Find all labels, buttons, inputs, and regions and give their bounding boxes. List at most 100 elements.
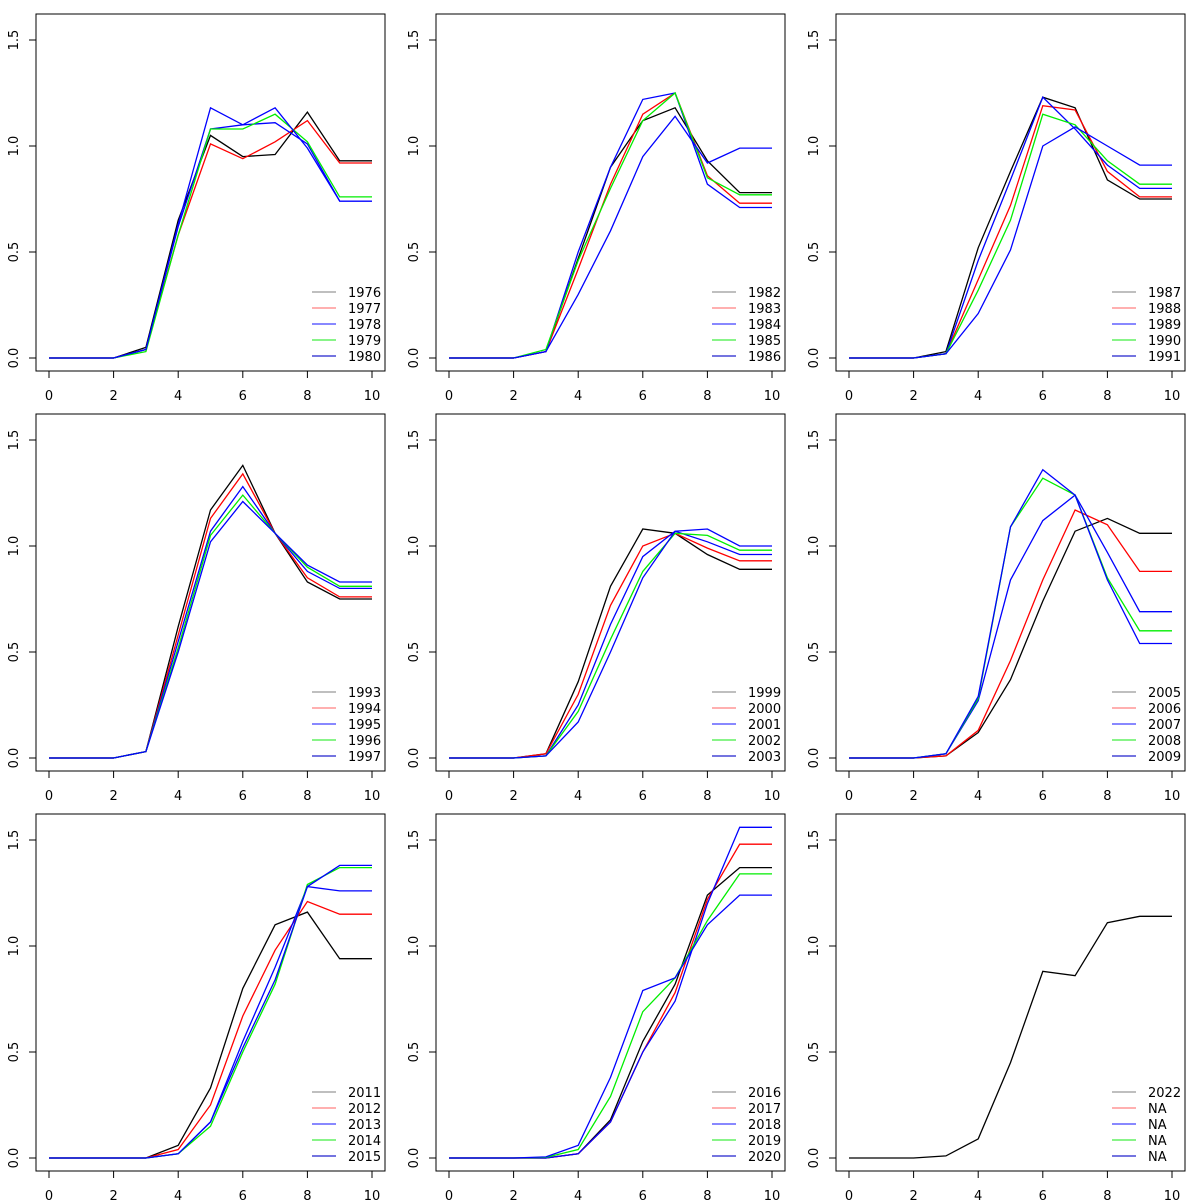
series-line-2016	[449, 866, 772, 1159]
y-tick: 1.0	[407, 536, 436, 557]
y-tick-label: 0.0	[807, 748, 822, 769]
y-tick: 1.0	[7, 936, 36, 956]
series-line-2009	[849, 468, 1172, 759]
legend-label: 2016	[748, 1086, 781, 1101]
x-tick: 10	[1164, 771, 1180, 804]
series-line-2012	[49, 900, 372, 1159]
y-tick-label: 0.5	[7, 642, 22, 663]
x-tick: 8	[303, 371, 312, 404]
y-tick: 0.5	[407, 242, 436, 263]
x-tick: 0	[845, 371, 853, 404]
y-tick: 1.5	[807, 30, 836, 51]
y-tick: 0.0	[407, 1148, 436, 1168]
x-tick-label: 2	[109, 1189, 117, 1200]
y-tick: 0.0	[807, 348, 836, 369]
x-tick: 6	[1039, 771, 1047, 804]
y-tick: 1.0	[407, 136, 436, 157]
x-tick-label: 8	[1103, 789, 1111, 804]
legend-label: 2000	[748, 702, 781, 717]
y-tick-label: 1.0	[7, 536, 22, 557]
x-tick-label: 6	[1039, 1189, 1047, 1200]
y-tick: 0.0	[7, 748, 36, 768]
legend-label: 1986	[748, 350, 781, 365]
x-tick: 2	[509, 371, 518, 404]
x-tick-label: 10	[364, 1189, 381, 1200]
x-tick-label: 6	[639, 389, 647, 404]
x-tick: 2	[509, 1171, 518, 1200]
y-tick-label: 1.0	[7, 136, 22, 157]
legend-label: 1995	[348, 718, 381, 733]
y-tick-label: 1.5	[807, 830, 822, 851]
legend-label: 2005	[1148, 686, 1181, 701]
x-tick-label: 2	[909, 389, 917, 404]
x-tick: 2	[509, 771, 518, 804]
legend-label: 1980	[348, 350, 381, 365]
legend-label: 1994	[348, 702, 381, 717]
x-tick-label: 6	[639, 1189, 647, 1200]
x-tick: 6	[639, 771, 647, 804]
y-tick-label: 0.5	[807, 242, 822, 263]
y-tick: 1.5	[407, 430, 436, 450]
y-tick-label: 1.0	[407, 536, 422, 557]
x-tick-label: 6	[1039, 789, 1047, 804]
y-tick-label: 1.5	[407, 830, 422, 851]
x-tick: 6	[1039, 371, 1047, 404]
y-tick-label: 0.0	[807, 348, 822, 369]
legend-label: 1991	[1148, 350, 1181, 365]
plot-frame	[35, 413, 386, 772]
series-line-2019	[449, 873, 772, 1159]
x-tick-label: 8	[303, 389, 311, 404]
x-tick: 4	[174, 771, 182, 804]
y-tick-label: 0.0	[7, 1148, 22, 1169]
x-tick: 10	[364, 1171, 381, 1200]
x-tick-label: 4	[174, 789, 182, 804]
series-line-1989	[849, 96, 1172, 359]
legend-label: 2017	[748, 1102, 781, 1117]
y-tick-label: 0.5	[407, 242, 422, 263]
x-tick-label: 0	[845, 789, 853, 804]
series-line-2003	[449, 528, 772, 759]
y-tick-label: 1.0	[407, 136, 422, 157]
y-tick: 0.5	[407, 642, 436, 663]
x-tick: 10	[764, 771, 781, 804]
series-line-1985	[449, 91, 772, 359]
x-tick: 4	[574, 1171, 582, 1200]
legend-label: 1982	[748, 286, 781, 301]
x-tick: 10	[364, 771, 380, 804]
series-line-1980	[49, 106, 372, 359]
y-tick-label: 1.0	[407, 936, 422, 957]
y-tick-label: 0.5	[407, 642, 422, 663]
x-tick-label: 8	[703, 789, 711, 804]
x-tick-label: 8	[303, 789, 311, 804]
x-tick: 8	[1103, 1171, 1112, 1200]
y-tick: 1.0	[807, 936, 836, 956]
series-line-2006	[849, 509, 1172, 759]
y-tick: 0.0	[407, 348, 436, 368]
legend-label: 2001	[748, 718, 781, 733]
x-tick-label: 4	[974, 1189, 982, 1200]
y-tick: 1.0	[407, 936, 436, 957]
legend-label: 2014	[348, 1134, 381, 1149]
y-tick-label: 0.5	[7, 1042, 22, 1063]
y-tick-label: 1.5	[807, 30, 822, 51]
plot-frame	[835, 813, 1186, 1172]
x-tick: 8	[1103, 371, 1112, 404]
legend-label: 1978	[348, 318, 381, 333]
y-tick: 0.0	[7, 348, 36, 368]
y-tick: 0.5	[7, 1042, 36, 1063]
x-tick-label: 4	[574, 789, 582, 804]
legend-label: 1988	[1148, 302, 1181, 317]
series-line-2007	[849, 494, 1172, 759]
x-tick-label: 10	[764, 789, 781, 804]
y-tick-label: 1.5	[7, 30, 22, 51]
series-line-1984	[449, 92, 772, 359]
x-tick: 2	[109, 771, 118, 804]
